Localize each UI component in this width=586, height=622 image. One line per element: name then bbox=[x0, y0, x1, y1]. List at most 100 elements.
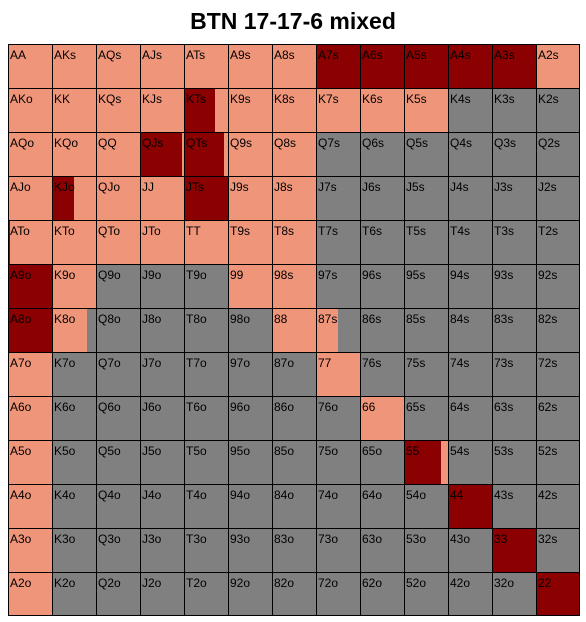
hand-cell: 64s bbox=[448, 396, 492, 440]
hand-label: 55 bbox=[406, 444, 420, 458]
hand-cell: J2o bbox=[140, 572, 184, 616]
hand-cell: Q3s bbox=[492, 132, 536, 176]
hand-cell: 87o bbox=[272, 352, 316, 396]
chart-title: BTN 17-17-6 mixed bbox=[190, 8, 396, 34]
hand-label: 72o bbox=[318, 576, 339, 590]
hand-label: 84s bbox=[450, 312, 470, 326]
hand-cell: 75s bbox=[404, 352, 448, 396]
hand-label: QQ bbox=[98, 136, 117, 150]
fold-segment bbox=[360, 264, 404, 308]
hand-label: KJs bbox=[142, 92, 163, 106]
fold-segment bbox=[536, 352, 580, 396]
hand-cell: QTo bbox=[96, 220, 140, 264]
hand-label: 43s bbox=[494, 488, 514, 502]
fold-segment bbox=[184, 440, 228, 484]
fold-segment bbox=[404, 132, 448, 176]
hand-cell: A3s bbox=[492, 44, 536, 88]
hand-cell: KQs bbox=[96, 88, 140, 132]
hand-cell: 76o bbox=[316, 396, 360, 440]
grid-line-horizontal bbox=[8, 439, 580, 441]
hand-cell: 95o bbox=[228, 440, 272, 484]
call-segment bbox=[96, 176, 140, 220]
call-segment bbox=[8, 396, 52, 440]
hand-label: T7s bbox=[318, 224, 339, 238]
hand-label: A9s bbox=[230, 48, 251, 62]
hand-cell: 82o bbox=[272, 572, 316, 616]
hand-cell: A8o bbox=[8, 308, 52, 352]
hand-label: 84o bbox=[274, 488, 295, 502]
hand-label: K7o bbox=[54, 356, 76, 370]
hand-cell: QJs bbox=[140, 132, 184, 176]
hand-cell: 98s bbox=[272, 264, 316, 308]
grid-line-vertical bbox=[535, 44, 537, 616]
grid-line-vertical bbox=[491, 44, 493, 616]
hand-label: A3s bbox=[494, 48, 515, 62]
hand-label: T4o bbox=[186, 488, 207, 502]
hand-label: KJo bbox=[54, 180, 75, 194]
hand-cell: 97s bbox=[316, 264, 360, 308]
hand-cell: J5o bbox=[140, 440, 184, 484]
grid-line-vertical bbox=[578, 44, 580, 616]
call-segment bbox=[228, 220, 272, 264]
hand-label: 85o bbox=[274, 444, 295, 458]
hand-cell: A3o bbox=[8, 528, 52, 572]
hand-label: K9o bbox=[54, 268, 76, 282]
hand-cell: J3o bbox=[140, 528, 184, 572]
hand-cell: T6s bbox=[360, 220, 404, 264]
fold-segment bbox=[536, 484, 580, 528]
hand-cell: 84s bbox=[448, 308, 492, 352]
grid-line-horizontal bbox=[8, 219, 580, 221]
hand-label: 87o bbox=[274, 356, 295, 370]
hand-label: Q6s bbox=[362, 136, 385, 150]
hand-label: TT bbox=[186, 224, 201, 238]
hand-cell: T2s bbox=[536, 220, 580, 264]
hand-cell: J7s bbox=[316, 176, 360, 220]
call-segment bbox=[8, 572, 52, 616]
hand-cell: T6o bbox=[184, 396, 228, 440]
grid-line-horizontal bbox=[8, 44, 580, 45]
hand-range-grid: AA AKs AQs AJs ATs A9s A8s A7s A6s A5s A4s A3s A2s AK… bbox=[8, 44, 580, 616]
fold-segment bbox=[360, 220, 404, 264]
hand-cell: J6s bbox=[360, 176, 404, 220]
hand-cell: Q8o bbox=[96, 308, 140, 352]
hand-cell: T9o bbox=[184, 264, 228, 308]
fold-segment bbox=[96, 352, 140, 396]
hand-label: KTs bbox=[186, 92, 207, 106]
hand-cell: Q4s bbox=[448, 132, 492, 176]
grid-line-horizontal bbox=[8, 87, 580, 89]
fold-segment bbox=[140, 440, 184, 484]
call-segment bbox=[96, 132, 140, 176]
hand-cell: K4s bbox=[448, 88, 492, 132]
hand-label: 64o bbox=[362, 488, 383, 502]
hand-cell: QQ bbox=[96, 132, 140, 176]
hand-cell: J9s bbox=[228, 176, 272, 220]
fold-segment bbox=[536, 176, 580, 220]
hand-cell: QJo bbox=[96, 176, 140, 220]
hand-cell: K2o bbox=[52, 572, 96, 616]
fold-segment bbox=[536, 88, 580, 132]
fold-segment bbox=[492, 396, 536, 440]
call-segment bbox=[404, 88, 448, 132]
hand-cell: A6s bbox=[360, 44, 404, 88]
hand-cell: Q6o bbox=[96, 396, 140, 440]
fold-segment bbox=[140, 484, 184, 528]
hand-cell: 65o bbox=[360, 440, 404, 484]
fold-segment bbox=[272, 484, 316, 528]
hand-label: 32o bbox=[494, 576, 515, 590]
fold-segment bbox=[96, 528, 140, 572]
fold-segment bbox=[448, 352, 492, 396]
hand-label: Q6o bbox=[98, 400, 121, 414]
hand-label: Q5s bbox=[406, 136, 429, 150]
call-segment bbox=[140, 44, 184, 88]
hand-cell: T2o bbox=[184, 572, 228, 616]
fold-segment bbox=[316, 264, 360, 308]
hand-cell: 32s bbox=[536, 528, 580, 572]
hand-cell: T3s bbox=[492, 220, 536, 264]
hand-label: 62s bbox=[538, 400, 558, 414]
hand-cell: T7o bbox=[184, 352, 228, 396]
raise-segment bbox=[140, 132, 183, 176]
hand-cell: 82s bbox=[536, 308, 580, 352]
fold-segment bbox=[360, 176, 404, 220]
hand-label: A6s bbox=[362, 48, 383, 62]
hand-label: J9s bbox=[230, 180, 249, 194]
